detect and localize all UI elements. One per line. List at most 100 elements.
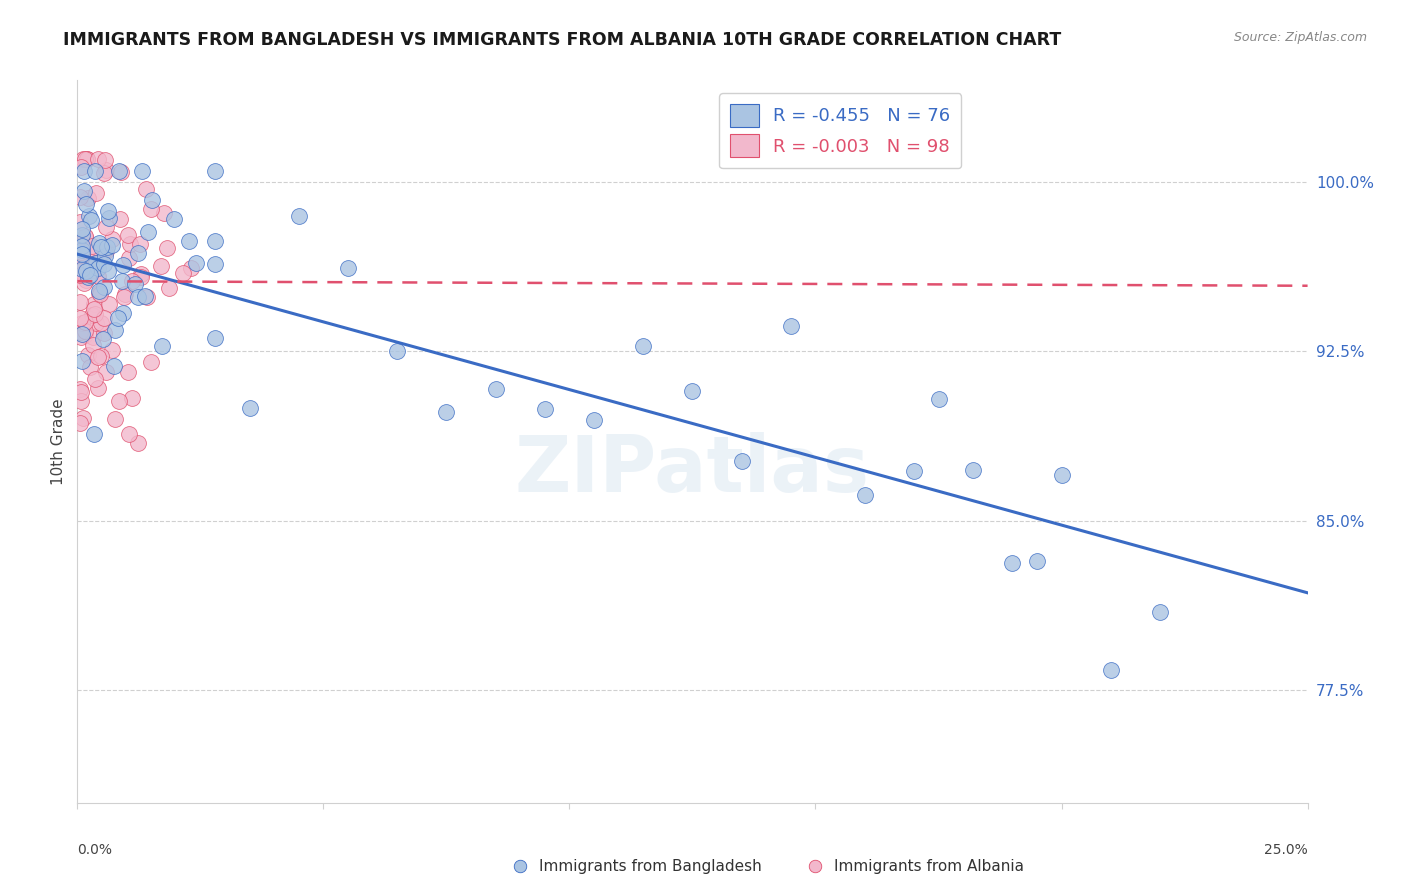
Point [177, 234, 200, 248]
Point [84, 307, 107, 321]
Text: Immigrants from Albania: Immigrants from Albania [834, 859, 1024, 874]
Point [79, 261, 101, 276]
Point [69, 190, 91, 204]
Point [83, 426, 105, 441]
Point [134, 288, 156, 302]
Point [129, 269, 152, 284]
Point [124, 277, 146, 291]
Point [94, 365, 117, 379]
Point [90, 317, 112, 331]
Point [337, 261, 360, 276]
Point [84, 186, 107, 200]
Point [96, 163, 118, 178]
Point [101, 237, 124, 252]
Point [156, 241, 179, 255]
Point [98, 211, 121, 226]
Point [853, 488, 876, 502]
Point [1099, 663, 1122, 677]
Point [90, 240, 112, 254]
Point [112, 290, 135, 304]
Point [114, 287, 136, 301]
Point [436, 404, 458, 418]
Point [118, 251, 141, 265]
Point [89, 287, 111, 301]
Point [69, 383, 91, 397]
Point [117, 364, 139, 378]
Point [97, 203, 120, 218]
Point [76, 348, 98, 362]
Point [127, 290, 149, 304]
Point [75, 153, 97, 167]
Point [75, 229, 97, 244]
Point [70, 222, 93, 236]
Point [141, 355, 163, 369]
Point [110, 164, 132, 178]
Point [633, 339, 655, 353]
Point [118, 237, 141, 252]
Point [97, 263, 120, 277]
Point [204, 234, 226, 248]
Point [87, 235, 110, 250]
Point [84, 372, 107, 386]
Point [1001, 557, 1024, 571]
Point [84, 316, 107, 330]
Point [86, 268, 108, 282]
Point [108, 211, 131, 226]
Point [117, 228, 139, 243]
Point [80, 238, 103, 252]
Point [87, 286, 110, 301]
Point [70, 239, 93, 253]
Point [180, 261, 202, 276]
Point [69, 235, 91, 250]
Point [70, 259, 93, 273]
Point [121, 275, 143, 289]
Point [70, 228, 93, 243]
Point [121, 391, 143, 405]
Point [87, 261, 110, 276]
Point [184, 256, 207, 270]
Point [153, 206, 176, 220]
Point [73, 163, 96, 178]
Point [79, 359, 101, 374]
Point [73, 185, 96, 199]
Point [150, 339, 173, 353]
Point [131, 163, 153, 178]
Point [239, 401, 262, 416]
Point [135, 182, 157, 196]
Point [84, 256, 107, 270]
Point [100, 232, 122, 246]
Text: Source: ZipAtlas.com: Source: ZipAtlas.com [1233, 31, 1367, 45]
Point [93, 153, 115, 167]
Point [204, 163, 226, 178]
Point [288, 209, 311, 223]
Point [780, 318, 803, 333]
Point [80, 245, 103, 260]
Point [118, 427, 141, 442]
Point [69, 263, 91, 277]
Point [100, 343, 122, 357]
Point [82, 329, 104, 343]
Point [108, 394, 131, 409]
Point [69, 215, 91, 229]
Point [75, 197, 97, 211]
Point [87, 284, 110, 298]
Point [75, 230, 97, 244]
Point [70, 393, 93, 408]
Point [83, 297, 105, 311]
Point [76, 153, 98, 167]
Point [136, 290, 159, 304]
Point [682, 384, 704, 398]
Text: IMMIGRANTS FROM BANGLADESH VS IMMIGRANTS FROM ALBANIA 10TH GRADE CORRELATION CHA: IMMIGRANTS FROM BANGLADESH VS IMMIGRANTS… [63, 31, 1062, 49]
Text: 0.0%: 0.0% [77, 843, 112, 856]
Point [77, 191, 100, 205]
Point [108, 163, 131, 178]
Point [72, 153, 94, 167]
Point [128, 237, 150, 252]
Point [82, 308, 104, 322]
Point [86, 256, 108, 270]
Point [107, 311, 129, 326]
Point [111, 306, 134, 320]
Point [70, 384, 93, 399]
Point [70, 161, 93, 175]
Point [82, 262, 104, 277]
